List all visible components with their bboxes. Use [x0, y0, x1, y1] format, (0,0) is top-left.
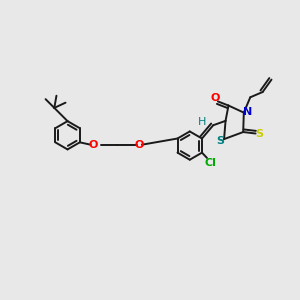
Text: Cl: Cl — [204, 158, 216, 168]
Text: H: H — [198, 117, 206, 127]
Text: S: S — [216, 136, 224, 146]
Text: O: O — [135, 140, 144, 150]
Text: O: O — [211, 94, 220, 103]
Text: O: O — [88, 140, 98, 150]
Text: S: S — [256, 128, 264, 139]
Text: N: N — [243, 107, 253, 117]
